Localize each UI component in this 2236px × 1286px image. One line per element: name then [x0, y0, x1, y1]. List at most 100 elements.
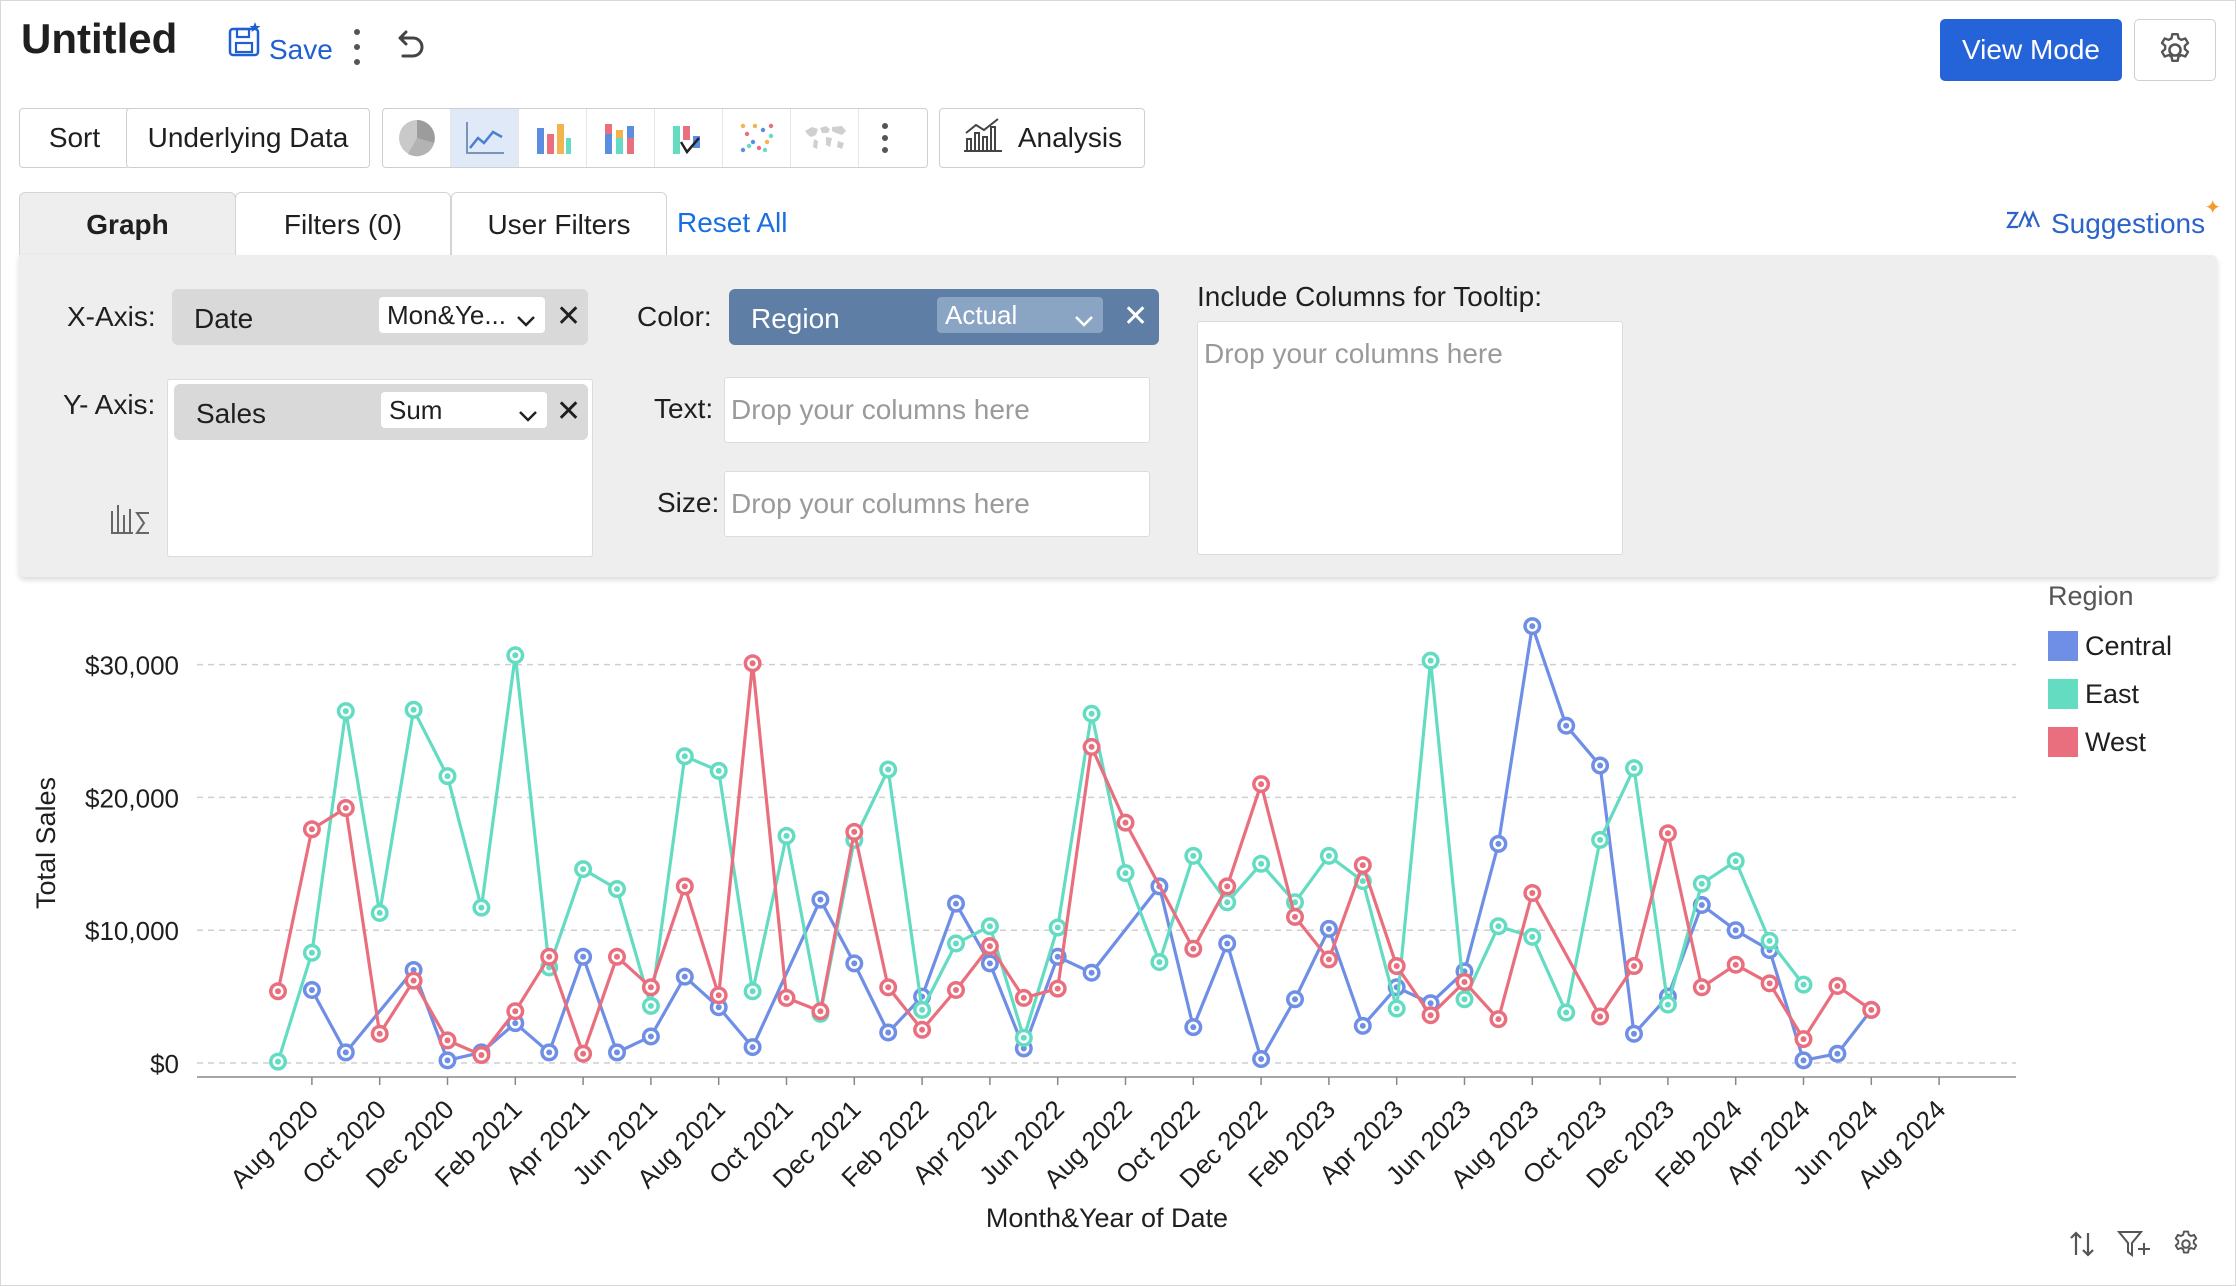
- x-axis-remove-icon[interactable]: ✕: [556, 300, 582, 333]
- data-point-core: [749, 660, 756, 667]
- data-point-core: [681, 883, 688, 890]
- data-point-core: [1461, 978, 1468, 985]
- data-point-core: [614, 953, 620, 960]
- analysis-button[interactable]: Analysis: [939, 108, 1145, 168]
- legend-label: East: [2085, 679, 2140, 709]
- aggregate-formula-icon[interactable]: [109, 501, 153, 540]
- data-point-core: [817, 1008, 824, 1015]
- save-label: Save: [269, 34, 333, 65]
- tab-filters[interactable]: Filters (0): [235, 192, 451, 256]
- sort-button[interactable]: Sort: [19, 108, 130, 168]
- suggestions-link[interactable]: Suggestions ✦: [2005, 197, 2221, 242]
- data-point-core: [1698, 901, 1705, 908]
- data-point-core: [546, 1049, 553, 1056]
- data-point-core: [783, 832, 790, 839]
- tooltip-drop-placeholder: Drop your columns here: [1204, 338, 1503, 369]
- data-point-core: [986, 943, 993, 950]
- map-chart-icon[interactable]: [791, 109, 859, 167]
- size-drop-well[interactable]: Drop your columns here: [724, 471, 1150, 537]
- data-point-core: [919, 1026, 926, 1033]
- data-point-core: [1495, 1016, 1502, 1023]
- data-point-core: [1088, 710, 1095, 717]
- size-drop-placeholder: Drop your columns here: [731, 488, 1030, 519]
- data-point-core: [851, 828, 858, 835]
- data-point-core: [1258, 860, 1265, 867]
- data-point-core: [919, 1006, 926, 1013]
- y-axis-aggregation-select[interactable]: Sum: [381, 392, 547, 428]
- stacked-bar-chart-icon[interactable]: [587, 109, 655, 167]
- x-axis-field-chip[interactable]: Date Mon&Ye... ✕: [172, 289, 588, 345]
- more-options-icon[interactable]: [347, 29, 367, 65]
- reset-all-link[interactable]: Reset All: [677, 207, 788, 238]
- data-point-core: [275, 988, 281, 995]
- y-axis-field-chip[interactable]: Sales Sum ✕: [174, 384, 588, 440]
- sort-arrows-icon[interactable]: [2067, 1229, 2097, 1264]
- data-point-core: [342, 1049, 349, 1056]
- data-point-core: [1088, 969, 1095, 976]
- waterfall-chart-icon[interactable]: [655, 109, 723, 167]
- color-aggregation-select[interactable]: Actual: [937, 297, 1103, 333]
- tab-user-filters[interactable]: User Filters: [451, 192, 667, 256]
- data-point-core: [681, 753, 688, 760]
- view-mode-button[interactable]: View Mode: [1940, 19, 2122, 81]
- data-point-core: [614, 1049, 620, 1056]
- data-point-core: [1495, 840, 1502, 847]
- data-point-core: [1529, 890, 1536, 897]
- color-field-chip[interactable]: Region Actual ✕: [729, 289, 1159, 345]
- data-point-core: [1359, 1022, 1366, 1029]
- x-axis-label: X-Axis:: [67, 301, 156, 332]
- more-chart-types-icon[interactable]: [859, 109, 911, 167]
- save-button[interactable]: Save: [227, 21, 333, 66]
- tab-graph[interactable]: Graph: [19, 192, 236, 256]
- data-point-core: [1631, 1030, 1637, 1037]
- settings-gear-icon[interactable]: [2134, 19, 2216, 81]
- data-point-core: [376, 1030, 383, 1037]
- chart-settings-icon[interactable]: [2171, 1229, 2201, 1264]
- data-point-core: [1834, 1050, 1841, 1057]
- data-point-core: [1834, 982, 1841, 989]
- scatter-chart-icon[interactable]: [723, 109, 791, 167]
- data-point-core: [1868, 1006, 1875, 1013]
- data-point-core: [342, 805, 349, 812]
- data-point-core: [885, 766, 892, 773]
- data-point-core: [478, 904, 485, 911]
- filter-add-icon[interactable]: [2116, 1229, 2151, 1264]
- data-point-core: [308, 826, 315, 833]
- data-point-core: [444, 1057, 451, 1064]
- analysis-label: Analysis: [1017, 122, 1123, 153]
- data-point-core: [1122, 870, 1129, 877]
- data-point-core: [647, 1033, 654, 1040]
- page-title[interactable]: Untitled: [21, 15, 178, 62]
- data-point-core: [1020, 1034, 1027, 1041]
- data-point-core: [1054, 985, 1061, 992]
- data-point-core: [1766, 980, 1773, 987]
- data-point-core: [986, 923, 993, 930]
- text-drop-well[interactable]: Drop your columns here: [724, 377, 1150, 443]
- data-point-core: [1190, 945, 1197, 952]
- data-point-core: [1495, 923, 1502, 930]
- color-remove-icon[interactable]: ✕: [1123, 300, 1149, 333]
- line-chart-icon[interactable]: [451, 109, 519, 167]
- y-axis-remove-icon[interactable]: ✕: [556, 395, 582, 428]
- bar-chart-icon[interactable]: [519, 109, 587, 167]
- undo-icon[interactable]: [393, 29, 427, 68]
- data-point-core: [1224, 940, 1231, 947]
- tooltip-drop-well[interactable]: Drop your columns here: [1197, 321, 1623, 555]
- data-point-core: [512, 1020, 519, 1027]
- data-point-core: [410, 967, 417, 974]
- series-west: [269, 654, 1881, 1065]
- data-point-core: [1325, 956, 1332, 963]
- data-point-core: [1325, 852, 1332, 859]
- data-point-core: [478, 1052, 485, 1059]
- data-point-core: [1156, 959, 1163, 966]
- pie-chart-icon[interactable]: [383, 109, 451, 167]
- series-line: [276, 661, 1873, 1057]
- data-point-core: [1054, 924, 1061, 931]
- x-axis-aggregation-select[interactable]: Mon&Ye...: [379, 297, 545, 333]
- data-point-core: [308, 986, 315, 993]
- legend-label: West: [2085, 727, 2147, 757]
- underlying-data-button[interactable]: Underlying Data: [126, 108, 370, 168]
- data-point-core: [512, 1008, 519, 1015]
